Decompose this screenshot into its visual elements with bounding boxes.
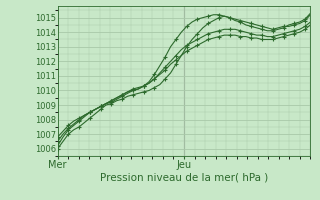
X-axis label: Pression niveau de la mer( hPa ): Pression niveau de la mer( hPa ) bbox=[100, 173, 268, 183]
